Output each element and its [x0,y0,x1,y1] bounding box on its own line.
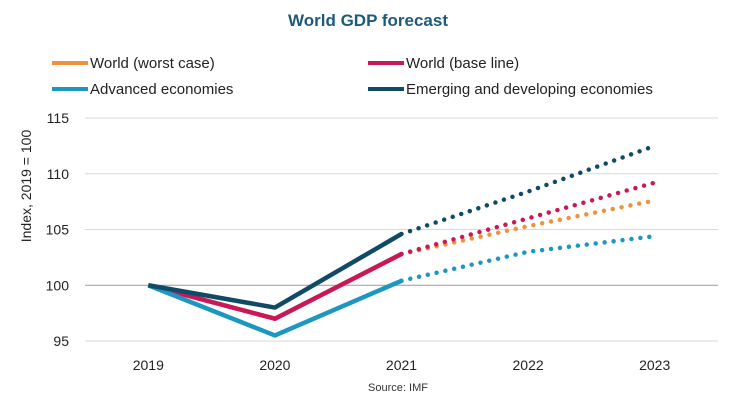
y-axis-title: Index, 2019 = 100 [18,130,34,243]
legend-item-world-worst-case: World (worst case) [52,55,215,72]
point-world-base-line-2022 [526,216,530,220]
y-tick-label-110: 110 [47,166,70,182]
legend-label-world-base-line: World (base line) [406,55,519,72]
series-forecast-emerging-and-developing-economies [399,143,657,237]
series-line-emerging-and-developing-economies [147,232,403,310]
legend-label-world-worst-case: World (worst case) [90,55,215,72]
x-tick-label-2020: 2020 [259,357,290,373]
point-advanced-economies-2020 [273,333,277,337]
point-emerging-and-developing-economies-2022 [526,189,530,193]
series-lines [146,143,657,338]
point-world-base-line-2021 [399,252,403,256]
source-note: Source: IMF [368,382,428,394]
y-tick-label-105: 105 [46,222,70,238]
point-world-worst-case-2023 [653,198,657,202]
series-forecast-world-base-line [399,180,657,257]
point-advanced-economies-2021 [399,279,403,283]
point-advanced-economies-2023 [653,234,657,238]
legend-item-advanced-economies: Advanced economies [52,81,233,98]
legend-item-world-base-line: World (base line) [368,55,519,72]
y-tick-label-115: 115 [47,110,70,126]
point-emerging-and-developing-economies-2020 [273,305,277,309]
point-world-base-line-2023 [653,180,657,184]
legend-label-advanced-economies: Advanced economies [90,81,233,98]
x-tick-label-2022: 2022 [513,357,544,373]
series-forecast-advanced-economies [399,233,657,284]
y-tick-label-95: 95 [53,333,69,349]
x-tick-label-2023: 2023 [639,357,670,373]
point-emerging-and-developing-economies-2019 [146,283,150,287]
legend-label-emerging-economies: Emerging and developing economies [406,81,653,98]
point-emerging-and-developing-economies-2023 [653,144,657,148]
series-line-world-base-line [147,252,403,321]
x-axis-ticks: 2019 2020 2021 2022 2023 [133,357,671,373]
point-world-worst-case-2022 [526,224,530,228]
series-line-advanced-economies [147,278,403,338]
legend: World (worst case) World (base line) Adv… [52,55,653,98]
point-emerging-and-developing-economies-2021 [399,232,403,236]
chart-title: World GDP forecast [288,11,448,30]
gridlines [85,117,718,342]
x-tick-label-2019: 2019 [133,357,164,373]
point-advanced-economies-2022 [526,250,530,254]
x-tick-label-2021: 2021 [386,357,417,373]
series-forecast-world-worst-case [399,198,657,257]
y-axis-ticks: 95 100 105 110 115 [46,110,70,349]
point-world-base-line-2020 [273,317,277,321]
legend-item-emerging-economies: Emerging and developing economies [368,81,653,98]
y-tick-label-100: 100 [46,277,70,293]
